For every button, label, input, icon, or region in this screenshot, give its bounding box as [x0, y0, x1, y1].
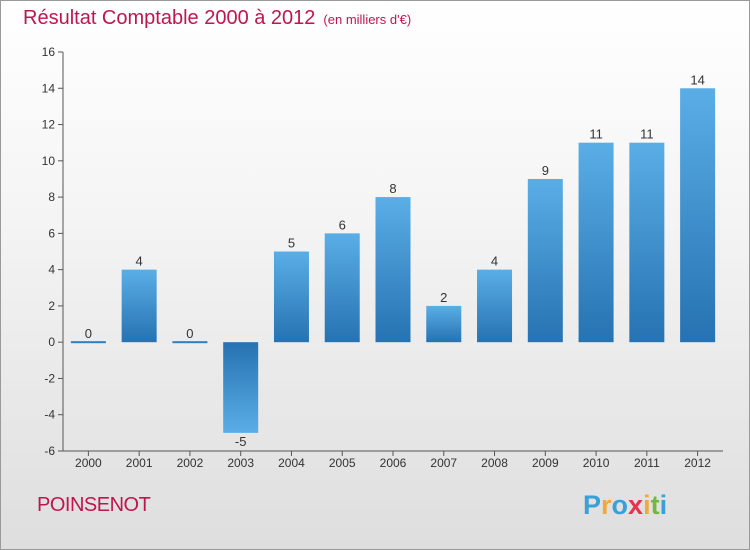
bar — [172, 341, 208, 344]
chart-subtitle: (en milliers d'€) — [323, 12, 412, 27]
bar-value-label: 11 — [589, 127, 603, 142]
y-tick-label: 2 — [48, 299, 55, 313]
bar — [477, 269, 513, 343]
bar-value-label: 11 — [640, 127, 654, 142]
bar-value-label: 8 — [389, 181, 396, 196]
bar-value-label: 0 — [186, 326, 193, 341]
y-tick-label: 16 — [42, 45, 56, 59]
logo-letter: x — [628, 490, 644, 520]
x-tick-label: 2000 — [75, 456, 102, 470]
y-tick-label: 10 — [42, 154, 56, 168]
bar-value-label: 2 — [440, 290, 447, 305]
y-tick-label: -2 — [44, 371, 55, 385]
bar — [70, 341, 106, 344]
bar-value-label: 6 — [339, 217, 346, 232]
logo-letter: o — [611, 490, 629, 520]
x-tick-label: 2002 — [177, 456, 204, 470]
bar-value-label: 4 — [136, 254, 143, 269]
x-tick-label: 2007 — [430, 456, 457, 470]
bar — [527, 178, 563, 343]
logo-letter: r — [601, 490, 612, 520]
bar-value-label: 9 — [542, 163, 549, 178]
bar — [223, 342, 259, 433]
x-tick-label: 2003 — [227, 456, 254, 470]
bar — [680, 88, 716, 343]
bar — [375, 197, 411, 343]
bar — [426, 305, 462, 343]
x-tick-label: 2001 — [126, 456, 153, 470]
title-block: Résultat Comptable 2000 à 2012 (en millie… — [23, 7, 411, 30]
proxiti-logo[interactable]: Proxiti — [583, 490, 667, 521]
logo-letter: t — [650, 490, 660, 520]
x-tick-label: 2012 — [684, 456, 711, 470]
x-tick-label: 2009 — [532, 456, 559, 470]
bar — [324, 233, 360, 343]
y-tick-label: 6 — [48, 226, 55, 240]
x-tick-label: 2004 — [278, 456, 305, 470]
x-tick-label: 2005 — [329, 456, 356, 470]
bar — [578, 142, 614, 343]
y-tick-label: 4 — [48, 263, 55, 277]
logo-letter: P — [583, 490, 602, 520]
bar-value-label: 4 — [491, 254, 498, 269]
x-tick-label: 2011 — [634, 456, 660, 470]
logo-letter: i — [659, 490, 668, 520]
y-tick-label: -6 — [44, 444, 55, 458]
y-tick-label: 12 — [42, 118, 56, 132]
chart-title: Résultat Comptable 2000 à 2012 — [23, 7, 316, 29]
bar — [121, 269, 157, 343]
x-tick-label: 2006 — [380, 456, 407, 470]
x-tick-label: 2010 — [583, 456, 610, 470]
bar — [273, 251, 309, 343]
bar — [629, 142, 665, 343]
place-name: POINSENOT — [37, 494, 151, 516]
y-tick-label: 0 — [48, 335, 55, 349]
bar-value-label: 14 — [690, 72, 704, 87]
y-tick-label: -4 — [44, 408, 55, 422]
bar-value-label: -5 — [235, 434, 247, 449]
x-tick-label: 2008 — [481, 456, 508, 470]
y-tick-label: 14 — [42, 81, 56, 95]
bar-value-label: 5 — [288, 236, 295, 251]
logo-letter: i — [643, 490, 651, 520]
y-tick-label: 8 — [48, 190, 55, 204]
bar-value-label: 0 — [85, 326, 92, 341]
